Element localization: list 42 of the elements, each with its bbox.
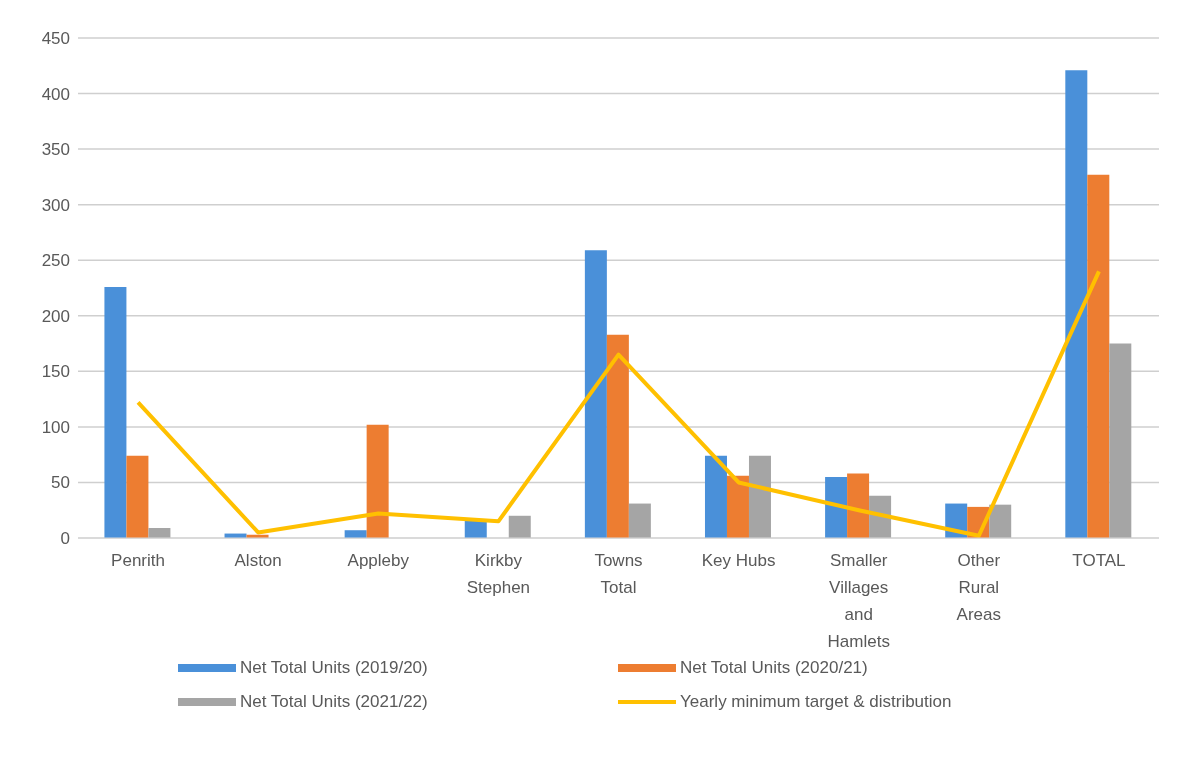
bar xyxy=(726,475,749,538)
bar xyxy=(148,528,171,538)
legend-label: Yearly minimum target & distribution xyxy=(680,692,952,712)
y-tick-label: 50 xyxy=(51,473,70,493)
legend-label: Net Total Units (2021/22) xyxy=(240,692,428,712)
bar xyxy=(344,530,367,538)
line-series xyxy=(136,269,1101,538)
x-tick-label: Appleby xyxy=(347,551,410,570)
y-tick-label: 450 xyxy=(41,29,70,49)
y-tick-label: 250 xyxy=(41,251,70,271)
bar xyxy=(584,250,607,538)
bar xyxy=(748,455,771,538)
y-tick-label: 350 xyxy=(41,140,70,160)
x-tick-label: Other Rural Areas xyxy=(956,551,1002,624)
bar xyxy=(1087,174,1110,538)
x-tick-label: Penrith xyxy=(111,551,165,570)
bar xyxy=(847,473,870,538)
y-tick-label: 300 xyxy=(41,195,70,215)
x-tick-label: Smaller Villages and Hamlets xyxy=(827,551,890,651)
x-tick-label: Key Hubs xyxy=(701,551,776,570)
y-tick-label: 0 xyxy=(60,529,70,549)
x-tick-label: Towns Total xyxy=(594,551,643,597)
y-tick-label: 200 xyxy=(41,306,70,326)
bar xyxy=(989,504,1012,538)
y-tick-label: 400 xyxy=(41,84,70,104)
y-tick-label: 100 xyxy=(41,417,70,437)
bar xyxy=(1065,70,1088,538)
bar xyxy=(1109,343,1132,538)
bar xyxy=(704,455,727,538)
bar xyxy=(606,334,629,538)
y-tick-label: 150 xyxy=(41,362,70,382)
bar xyxy=(628,503,651,538)
bar xyxy=(825,476,848,538)
legend-label: Net Total Units (2020/21) xyxy=(680,658,868,678)
bar xyxy=(126,455,149,538)
bar xyxy=(104,286,127,538)
bar xyxy=(508,515,531,538)
legend-label: Net Total Units (2019/20) xyxy=(240,658,428,678)
x-tick-label: Kirkby Stephen xyxy=(466,551,531,597)
bar xyxy=(366,424,389,538)
x-tick-label: TOTAL xyxy=(1072,551,1126,570)
x-tick-label: Alston xyxy=(234,551,282,570)
